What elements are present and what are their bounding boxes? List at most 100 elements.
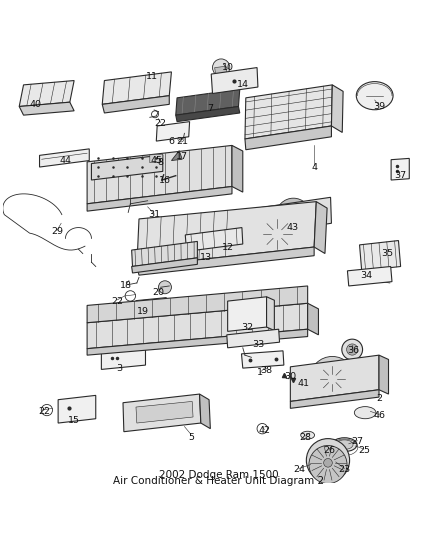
Circle shape (342, 339, 363, 360)
Polygon shape (211, 68, 258, 93)
Polygon shape (227, 329, 279, 348)
Polygon shape (123, 394, 201, 432)
Text: 22: 22 (111, 296, 124, 305)
Polygon shape (87, 146, 232, 204)
Circle shape (319, 366, 345, 392)
Text: 27: 27 (351, 437, 364, 446)
Polygon shape (19, 102, 74, 115)
Polygon shape (150, 154, 163, 163)
Text: 44: 44 (60, 156, 71, 165)
Polygon shape (137, 201, 316, 266)
Polygon shape (87, 329, 307, 355)
Text: 6: 6 (169, 136, 174, 146)
Polygon shape (215, 66, 227, 74)
Ellipse shape (356, 82, 393, 110)
Circle shape (346, 344, 358, 355)
Polygon shape (102, 96, 169, 113)
Polygon shape (39, 149, 89, 167)
Text: 31: 31 (148, 210, 160, 219)
Text: 29: 29 (51, 228, 63, 237)
Text: 8: 8 (158, 158, 164, 167)
Text: 32: 32 (241, 322, 253, 332)
Polygon shape (132, 241, 198, 266)
Ellipse shape (336, 440, 353, 449)
Text: 45: 45 (150, 156, 162, 165)
Text: 18: 18 (120, 281, 132, 290)
Polygon shape (87, 303, 307, 349)
Text: 39: 39 (373, 102, 385, 111)
Polygon shape (137, 247, 314, 275)
Text: 13: 13 (200, 253, 212, 262)
Text: 7: 7 (207, 104, 213, 113)
Text: 2002 Dodge Ram 1500: 2002 Dodge Ram 1500 (159, 470, 279, 480)
Polygon shape (245, 85, 332, 139)
Text: 3: 3 (117, 364, 123, 373)
Text: 22: 22 (38, 407, 50, 416)
Text: 2: 2 (376, 394, 382, 403)
Polygon shape (257, 197, 332, 234)
Circle shape (252, 209, 303, 259)
Polygon shape (87, 286, 307, 322)
Polygon shape (136, 401, 193, 423)
Text: 37: 37 (395, 171, 407, 180)
Polygon shape (314, 201, 327, 254)
Polygon shape (185, 228, 243, 252)
Polygon shape (228, 297, 267, 332)
Text: 35: 35 (381, 249, 394, 258)
Polygon shape (171, 151, 182, 160)
Text: Air Conditioner & Heater Unit Diagram 2: Air Conditioner & Heater Unit Diagram 2 (113, 475, 325, 486)
Ellipse shape (321, 442, 339, 453)
Polygon shape (290, 390, 379, 408)
Polygon shape (19, 80, 74, 107)
Polygon shape (290, 355, 379, 401)
Text: 12: 12 (222, 243, 233, 252)
Text: 43: 43 (286, 223, 299, 232)
Text: 21: 21 (176, 136, 188, 146)
Polygon shape (267, 297, 274, 330)
Text: 46: 46 (373, 411, 385, 420)
Polygon shape (176, 89, 240, 115)
Text: 26: 26 (323, 446, 335, 455)
Polygon shape (102, 72, 171, 104)
Polygon shape (332, 85, 343, 132)
Text: 36: 36 (347, 346, 359, 356)
Polygon shape (176, 107, 240, 122)
Circle shape (212, 59, 230, 76)
Ellipse shape (354, 407, 376, 419)
Text: 28: 28 (300, 433, 311, 442)
Ellipse shape (301, 431, 314, 439)
Text: 30: 30 (284, 372, 297, 381)
Polygon shape (241, 351, 284, 368)
Circle shape (262, 219, 293, 249)
Polygon shape (58, 395, 96, 423)
Circle shape (309, 446, 347, 483)
Polygon shape (379, 355, 389, 394)
Polygon shape (101, 345, 145, 369)
Polygon shape (156, 122, 190, 141)
Text: 4: 4 (311, 163, 317, 172)
Polygon shape (132, 258, 198, 273)
Text: 10: 10 (222, 63, 233, 72)
Polygon shape (245, 126, 332, 150)
Polygon shape (87, 187, 232, 211)
Text: 16: 16 (159, 175, 171, 184)
Circle shape (306, 439, 350, 482)
Text: 11: 11 (146, 72, 158, 80)
Text: 14: 14 (237, 80, 249, 90)
Circle shape (310, 357, 355, 401)
Text: 5: 5 (188, 433, 194, 442)
Text: 24: 24 (293, 465, 305, 474)
Polygon shape (360, 240, 401, 271)
Text: 20: 20 (152, 288, 164, 297)
Circle shape (159, 281, 171, 294)
Polygon shape (200, 394, 210, 429)
Text: 34: 34 (360, 271, 372, 280)
Text: 42: 42 (258, 426, 270, 435)
Text: 40: 40 (29, 100, 41, 109)
Text: 25: 25 (358, 446, 370, 455)
Circle shape (324, 458, 332, 467)
Text: 19: 19 (138, 308, 149, 317)
Text: 41: 41 (297, 379, 309, 388)
Polygon shape (232, 146, 243, 192)
Text: 22: 22 (155, 119, 166, 128)
